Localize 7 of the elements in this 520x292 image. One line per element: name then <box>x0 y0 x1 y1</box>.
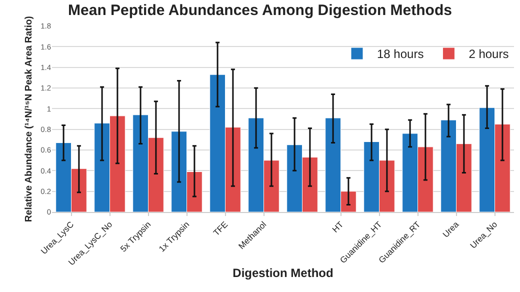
x-axis-title: Digestion Method <box>232 266 334 280</box>
y-axis-title: Relative Abundance (¹⁴N/¹⁵N Peak Area Ratio) <box>24 16 35 222</box>
legend-label: 18 hours <box>377 47 424 62</box>
x-tick-label: TFE <box>211 219 230 238</box>
legend-label: 2 hours <box>468 47 509 62</box>
chart-title: Mean Peptide Abundances Among Digestion Methods <box>68 2 452 19</box>
x-tick-label: HT <box>330 219 346 234</box>
